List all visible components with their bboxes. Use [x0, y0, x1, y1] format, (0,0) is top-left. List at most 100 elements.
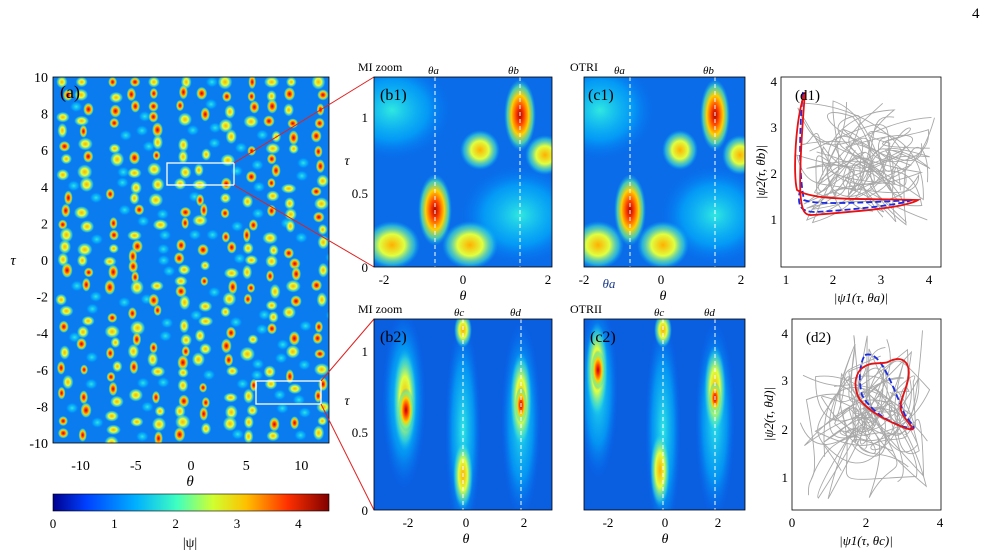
- panel-d2-red-orbit: [854, 358, 914, 431]
- svg-text:2: 2: [545, 272, 552, 287]
- panel-a-xtick-label: -5: [130, 459, 142, 474]
- panel-d2-blue-orbit: [858, 353, 915, 430]
- colorbar-tick-label: 1: [111, 516, 118, 531]
- panel-a-background: [53, 77, 329, 443]
- svg-text:2: 2: [715, 515, 722, 530]
- panel-a-tag: (a): [60, 82, 80, 103]
- svg-text:2: 2: [738, 272, 745, 287]
- panel-a-xtick-label: 0: [188, 459, 195, 474]
- panel-b1-yticks: 1 0.5 0: [352, 110, 368, 275]
- colorbar-gradient: [52, 493, 330, 512]
- svg-text:2: 2: [521, 515, 528, 530]
- svg-text:0: 0: [362, 503, 369, 518]
- panel-b2-xticks: -2 0 2: [403, 515, 528, 530]
- panel-b1-title: MI zoom: [358, 60, 403, 74]
- panel-a-ytick-label: 0: [41, 254, 48, 269]
- panel-b2-title: MI zoom: [358, 302, 403, 316]
- svg-text:0.5: 0.5: [352, 425, 368, 440]
- panel-c2: OTRII θc θd (c2) -2 0 2 θ: [570, 302, 746, 547]
- panel-d1-yticks: 4 3 2 1: [771, 74, 778, 227]
- svg-text:-2: -2: [603, 515, 614, 530]
- panel-c1-xlabel: θ: [660, 289, 667, 304]
- svg-text:4: 4: [771, 74, 778, 89]
- panel-b2-heatmap: [382, 319, 541, 510]
- svg-text:-2: -2: [579, 272, 590, 287]
- svg-text:2: 2: [771, 166, 778, 181]
- panel-b1-xlabel: θ: [460, 289, 467, 304]
- panel-c2-xlabel: θ: [662, 532, 669, 547]
- zoom-connectors: [233, 76, 375, 511]
- panel-d2-xlabel: |ψ1(τ, θc)|: [839, 533, 893, 548]
- panel-b1-line-label-b: θb: [508, 65, 519, 77]
- panel-d2: (d2) 0 2 4 4 3 2 1 |ψ1(τ, θc)| |ψ2(τ, θd…: [761, 318, 944, 548]
- panel-a: (a) -10 -5 0 5 10 10 8 6 4 2 0 -2 -4 -6 -8 -10 θ τ: [10, 71, 330, 490]
- panel-a-yticks: 10 8 6 4 2 0 -2 -4 -6 -8 -10: [29, 71, 48, 452]
- svg-text:0: 0: [463, 515, 470, 530]
- panel-c2-xticks: -2 0 2: [603, 515, 722, 530]
- colorbar-tick-label: 2: [172, 516, 179, 531]
- panel-c1-line-label-a: θa: [614, 65, 625, 77]
- colorbar-ticks: 0 1 2 3 4: [50, 516, 302, 531]
- panel-b1-ylabel: τ: [344, 154, 350, 169]
- panel-c2-tag: (c2): [590, 329, 616, 346]
- panel-d1-ylabel: |ψ2(τ, θb)|: [753, 145, 768, 199]
- page-number: 4: [972, 6, 980, 22]
- svg-text:4: 4: [782, 326, 789, 341]
- panel-a-ytick-label: -4: [36, 327, 48, 342]
- panel-b2: MI zoom θc θd (b2) -2 0 2 1 0.5 0 θ: [344, 302, 553, 547]
- panel-b2-tag: (b2): [380, 329, 407, 346]
- mi-zoom-box-1: [166, 162, 235, 186]
- panel-a-ytick-label: -6: [36, 364, 48, 379]
- svg-text:3: 3: [782, 373, 789, 388]
- panel-a-heatmap: [55, 77, 329, 443]
- svg-text:0: 0: [658, 272, 665, 287]
- panel-d1: (d1) 1 2 3 4 4 3 2 1 |ψ1(τ, θa)| |ψ2(τ, …: [753, 74, 942, 305]
- panel-b2-yticks: 1 0.5 0: [352, 344, 368, 518]
- panel-d1-blue-orbit: [798, 91, 913, 213]
- panel-a-xlabel: θ: [186, 474, 194, 490]
- panel-c2-line-label-c: θc: [654, 307, 664, 319]
- svg-text:0.5: 0.5: [352, 186, 368, 201]
- panel-d2-gray-trajectories: [799, 330, 931, 500]
- panel-c1: OTRI θa θb (c1) -2 θa 0 2 θ: [570, 60, 746, 304]
- panel-c1-xticks: -2 θa 0 2: [579, 272, 745, 291]
- panel-a-ytick-label: 2: [41, 217, 48, 232]
- colorbar: 0 1 2 3 4 |ψ|: [50, 493, 330, 551]
- svg-text:2: 2: [863, 515, 870, 530]
- svg-text:2: 2: [830, 272, 837, 287]
- svg-text:0: 0: [789, 515, 796, 530]
- panel-a-ytick-label: 8: [41, 108, 48, 123]
- panel-d2-xticks: 0 2 4: [789, 515, 944, 530]
- panel-a-xtick-label: -10: [71, 459, 90, 474]
- svg-text:1: 1: [362, 344, 369, 359]
- svg-text:3: 3: [771, 120, 778, 135]
- panel-b1-line-label-a: θa: [428, 65, 439, 77]
- colorbar-tick-label: 3: [234, 516, 241, 531]
- panel-d2-ylabel: |ψ2(τ, θd)|: [761, 387, 776, 441]
- colorbar-label: |ψ|: [183, 536, 197, 551]
- svg-text:1: 1: [783, 272, 790, 287]
- svg-text:0: 0: [662, 515, 669, 530]
- colorbar-tick-label: 4: [295, 516, 302, 531]
- panel-b1-heatmap: [374, 77, 552, 267]
- panel-c2-title: OTRII: [570, 302, 602, 316]
- svg-text:1: 1: [782, 470, 789, 485]
- svg-text:-2: -2: [403, 515, 414, 530]
- panel-d2-yticks: 4 3 2 1: [782, 326, 789, 485]
- panel-b2-line-label-c: θc: [454, 307, 464, 319]
- panel-d2-tag: (d2): [806, 330, 831, 346]
- panel-b2-ylabel: τ: [344, 394, 350, 409]
- panel-b2-line-label-d: θd: [510, 307, 521, 319]
- mi-zoom-box-2: [255, 380, 322, 405]
- panel-c1-tag: (c1): [588, 87, 614, 104]
- panel-c2-line-label-d: θd: [704, 307, 715, 319]
- panel-a-ytick-label: -10: [29, 437, 48, 452]
- panel-c1-title: OTRI: [570, 60, 598, 74]
- panel-d1-gray-trajectories: [796, 100, 935, 226]
- panel-a-ytick-label: 10: [34, 71, 48, 86]
- panel-c1-heatmap: [584, 77, 745, 267]
- panel-b1-xticks: -2 0 2: [379, 272, 552, 287]
- panel-d1-xlabel: |ψ1(τ, θa)|: [834, 290, 888, 305]
- panel-a-ytick-label: 6: [41, 144, 48, 159]
